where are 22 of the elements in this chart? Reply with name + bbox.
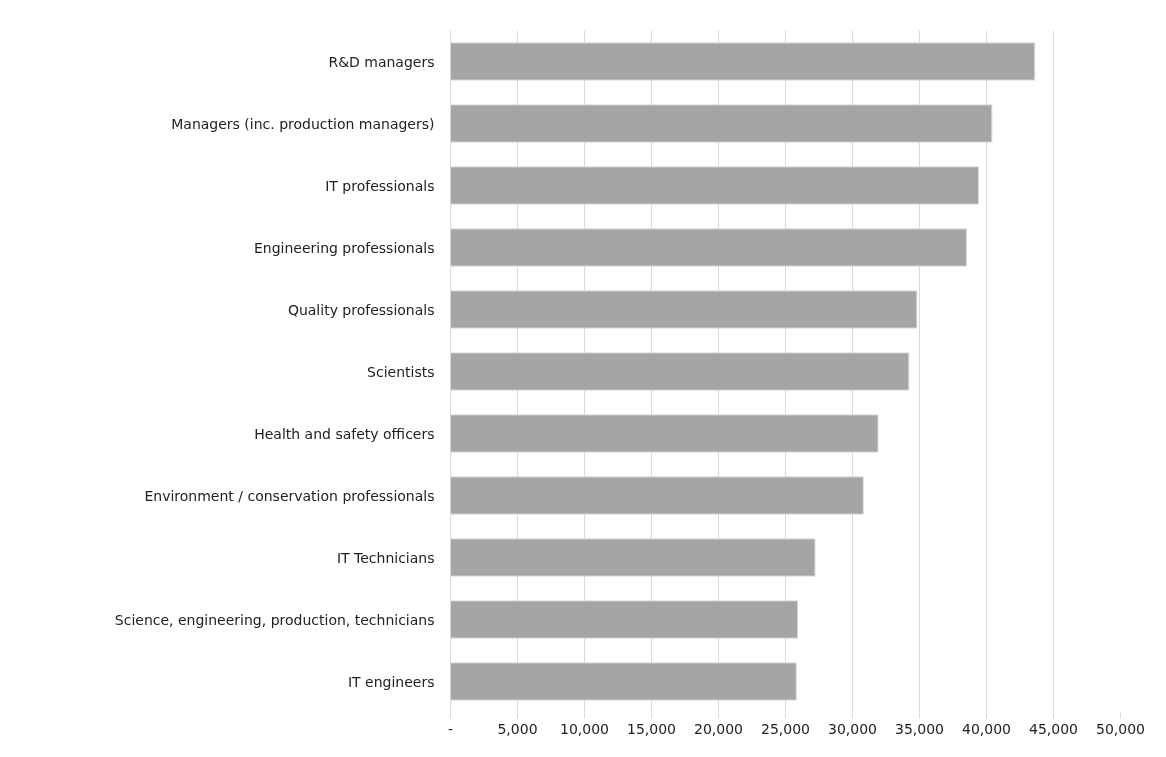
y-tick-label: R&D managers — [328, 53, 435, 70]
y-tick-label: IT engineers — [347, 673, 435, 690]
x-tick-label: - — [447, 720, 454, 737]
y-tick-label: Scientists — [367, 363, 435, 380]
x-tick-label: 20,000 — [694, 720, 744, 737]
x-tick-label: 30,000 — [828, 720, 878, 737]
y-tick-label: Environment / conservation professionals — [144, 487, 435, 504]
x-tick-label: 5,000 — [497, 720, 538, 737]
y-tick-label: Quality professionals — [287, 301, 435, 318]
x-tick-label: 50,000 — [1096, 720, 1146, 737]
x-tick-label: 45,000 — [1029, 720, 1079, 737]
y-tick-label: Health and safety officers — [254, 425, 435, 442]
y-tick-label: IT Technicians — [336, 549, 435, 566]
y-tick-label: Science, engineering, production, technicians — [114, 611, 435, 628]
y-tick-label: Managers (inc. production managers) — [171, 115, 435, 132]
y-tick-label: Engineering professionals — [253, 239, 435, 256]
x-tick-label: 25,000 — [761, 720, 811, 737]
x-tick-label: 15,000 — [627, 720, 677, 737]
x-tick-label: 10,000 — [560, 720, 610, 737]
y-tick-label: IT professionals — [325, 177, 435, 194]
x-tick-label: 40,000 — [962, 720, 1012, 737]
x-tick-label: 35,000 — [895, 720, 945, 737]
